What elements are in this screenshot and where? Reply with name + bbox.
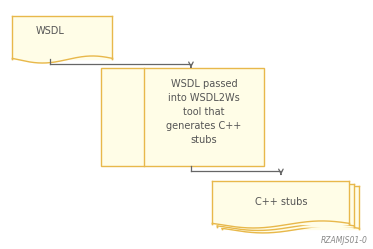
Text: C++ stubs: C++ stubs xyxy=(255,197,307,207)
FancyBboxPatch shape xyxy=(222,186,359,229)
FancyBboxPatch shape xyxy=(217,184,354,227)
FancyBboxPatch shape xyxy=(212,181,350,224)
FancyBboxPatch shape xyxy=(13,16,112,60)
FancyBboxPatch shape xyxy=(101,68,264,166)
Text: WSDL passed
into WSDL2Ws
tool that
generates C++
stubs: WSDL passed into WSDL2Ws tool that gener… xyxy=(166,79,242,145)
Polygon shape xyxy=(222,226,359,233)
Polygon shape xyxy=(212,221,350,228)
Polygon shape xyxy=(217,223,354,230)
Polygon shape xyxy=(13,56,112,63)
Text: WSDL: WSDL xyxy=(36,26,65,36)
Text: RZAMJS01-0: RZAMJS01-0 xyxy=(321,236,368,245)
